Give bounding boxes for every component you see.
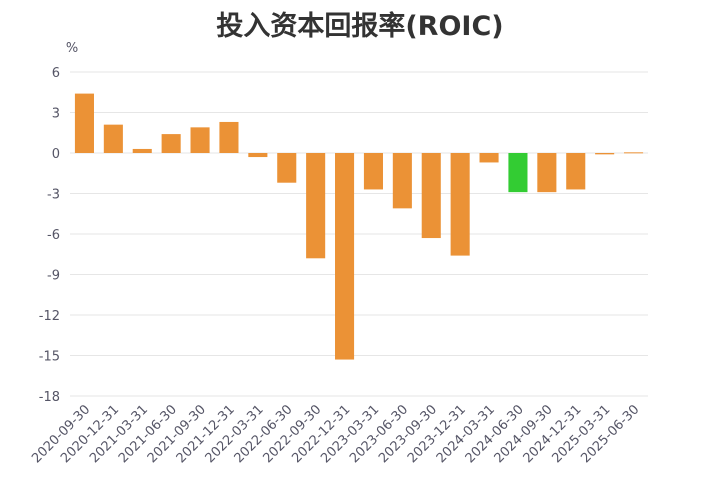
bar — [335, 153, 355, 360]
y-unit-label: % — [66, 41, 78, 56]
bar — [450, 153, 470, 256]
y-tick-label: -15 — [39, 350, 60, 365]
chart-title: 投入资本回报率(ROIC) — [216, 11, 504, 42]
bar — [508, 153, 528, 193]
bar — [363, 153, 383, 190]
y-tick-label: 3 — [52, 107, 60, 122]
bar — [392, 153, 412, 209]
y-tick-label: 6 — [52, 66, 60, 81]
bar — [537, 153, 557, 193]
bar — [421, 153, 441, 239]
bar — [132, 148, 152, 153]
y-tick-label: -12 — [39, 309, 60, 324]
bar — [161, 134, 181, 153]
bar — [219, 121, 239, 153]
bar — [74, 93, 94, 153]
y-tick-label: -3 — [47, 188, 60, 203]
bar — [248, 153, 268, 158]
bar — [103, 124, 123, 153]
bar — [566, 153, 586, 190]
bar — [190, 127, 210, 153]
y-tick-label: 0 — [52, 147, 60, 162]
bar — [595, 153, 615, 155]
bar — [277, 153, 297, 183]
bar — [479, 153, 499, 163]
bar — [624, 152, 644, 154]
bar — [306, 153, 326, 259]
y-tick-label: -6 — [47, 228, 60, 243]
y-tick-label: -18 — [39, 390, 60, 405]
y-tick-label: -9 — [47, 269, 60, 284]
